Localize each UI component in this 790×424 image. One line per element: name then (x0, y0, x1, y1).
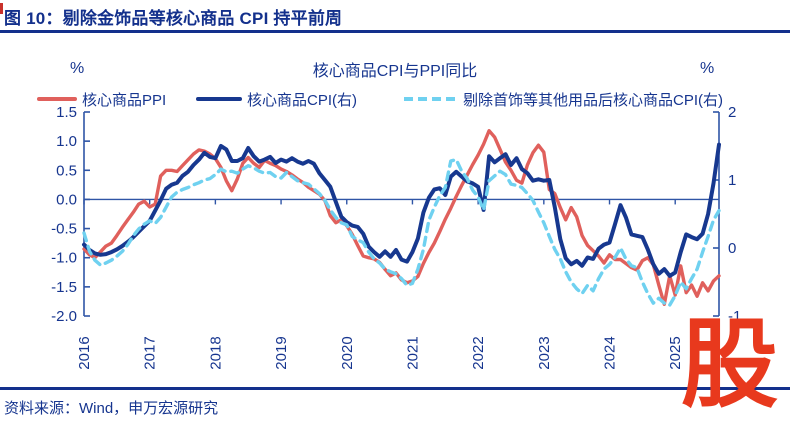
chart-title: 核心商品CPI与PPI同比 (312, 63, 478, 80)
title-underline (0, 30, 790, 33)
svg-text:1.5: 1.5 (56, 104, 77, 121)
legend-label-cpi: 核心商品CPI(右) (247, 91, 357, 109)
svg-text:0: 0 (728, 240, 736, 257)
legend-item-cpi: 核心商品CPI(右) (196, 90, 357, 109)
svg-text:2025: 2025 (667, 336, 684, 369)
svg-text:2016: 2016 (76, 336, 93, 369)
svg-text:2018: 2018 (207, 336, 224, 369)
svg-text:2021: 2021 (404, 336, 421, 369)
cpi-line-swatch-icon (196, 97, 242, 101)
svg-text:0.5: 0.5 (56, 162, 77, 179)
svg-text:0.0: 0.0 (56, 191, 77, 208)
svg-text:-1.0: -1.0 (51, 250, 77, 267)
svg-text:2: 2 (728, 104, 736, 121)
svg-text:-1.5: -1.5 (51, 279, 77, 296)
svg-text:-2.0: -2.0 (51, 308, 77, 325)
svg-text:-1: -1 (728, 308, 741, 325)
ppi-line-swatch-icon (37, 97, 77, 101)
legend-item-ppi: 核心商品PPI (37, 90, 167, 109)
red-corner-mark (0, 3, 3, 14)
svg-text:-0.5: -0.5 (51, 221, 77, 238)
svg-text:2023: 2023 (536, 336, 553, 369)
svg-text:2022: 2022 (470, 336, 487, 369)
legend-label-ppi: 核心商品PPI (82, 91, 167, 109)
svg-text:2019: 2019 (273, 336, 290, 369)
right-axis-unit: % (700, 60, 715, 77)
left-axis-unit: % (70, 60, 85, 77)
svg-text:2024: 2024 (602, 336, 619, 369)
legend-item-excl-jewelry: 剔除首饰等其他用品后核心商品CPI(右) (404, 90, 723, 109)
legend-label-excl-jewelry: 剔除首饰等其他用品后核心商品CPI(右) (463, 91, 723, 109)
figure-title: 图 10：剔除金饰品等核心商品 CPI 持平前周 (4, 9, 343, 28)
excl-jewelry-dashed-swatch-icon (404, 97, 458, 101)
watermark-glyph: 股 (681, 308, 778, 421)
footer-divider (0, 387, 790, 390)
svg-text:2017: 2017 (142, 336, 159, 369)
source-text: 资料来源：Wind，申万宏源研究 (4, 400, 219, 417)
svg-text:1.0: 1.0 (56, 133, 77, 150)
svg-text:2020: 2020 (339, 336, 356, 369)
svg-text:1: 1 (728, 172, 736, 189)
